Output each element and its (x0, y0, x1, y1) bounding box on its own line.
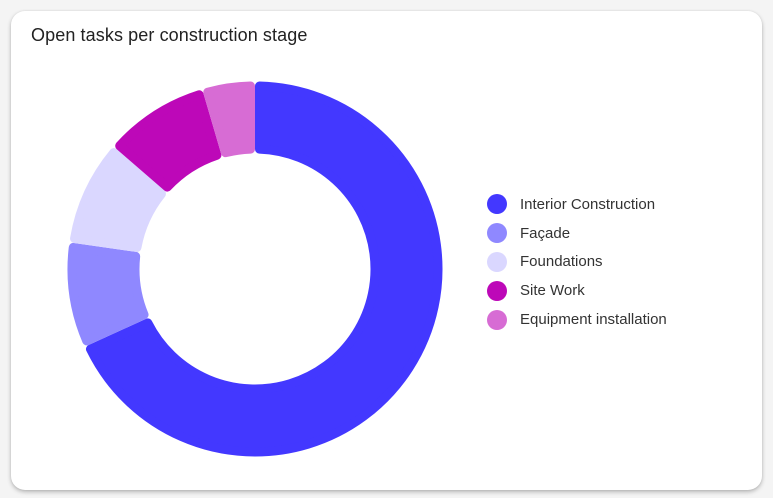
legend-item-site-work[interactable]: Site Work (487, 276, 667, 305)
donut-segment-foundations[interactable] (70, 148, 166, 252)
legend-swatch-icon (487, 194, 507, 215)
legend-item-interior-construction[interactable]: Interior Construction (487, 190, 667, 219)
legend-swatch-icon (487, 223, 507, 244)
legend-swatch-icon (487, 280, 507, 301)
donut-segment-equipment-installation[interactable] (203, 81, 256, 158)
donut-segment-fa-ade[interactable] (67, 242, 149, 346)
donut-segment-site-work[interactable] (115, 90, 222, 192)
chart-title: Open tasks per construction stage (31, 25, 308, 45)
legend-item-foundations[interactable]: Foundations (487, 248, 667, 277)
legend-swatch-icon (487, 251, 507, 272)
legend-item-facade[interactable]: Façade (487, 219, 667, 248)
legend-swatch-icon (487, 309, 507, 330)
legend-item-equipment-installation[interactable]: Equipment installation (487, 305, 667, 334)
donut-segment-interior-construction[interactable] (85, 81, 443, 457)
chart-legend: Interior Construction Façade Foundations… (487, 190, 667, 334)
